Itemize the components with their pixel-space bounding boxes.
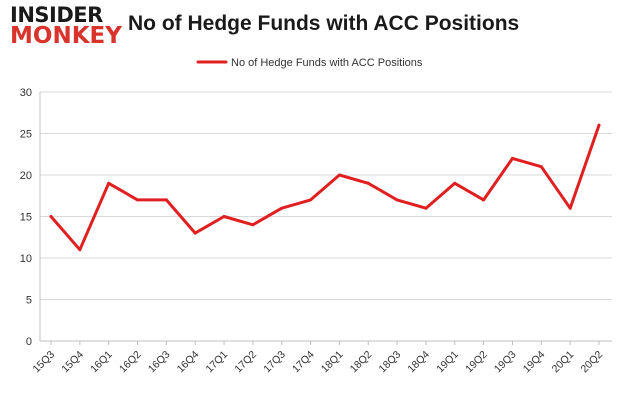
x-tick-label-16Q1: 16Q1 [88, 349, 115, 376]
x-tick-label-19Q2: 19Q2 [463, 349, 490, 376]
y-tick-label-5: 5 [26, 295, 32, 307]
x-tick-label-17Q3: 17Q3 [261, 349, 288, 376]
y-tick-label-25: 25 [20, 129, 32, 141]
data-point-16Q1 [107, 181, 111, 185]
axes [39, 92, 612, 345]
x-tick-label-18Q1: 18Q1 [319, 349, 346, 376]
x-tick-label-17Q1: 17Q1 [204, 349, 231, 376]
y-tick-labels: 0 5 10 15 20 25 30 [20, 87, 32, 348]
chart-title: No of Hedge Funds with ACC Positions [128, 12, 520, 35]
x-tick-label-16Q3: 16Q3 [146, 349, 173, 376]
data-point-16Q3 [164, 198, 168, 202]
y-tick-label-0: 0 [26, 336, 32, 348]
data-point-16Q2 [136, 198, 140, 202]
x-tick-label-17Q4: 17Q4 [290, 349, 317, 376]
data-point-19Q2 [482, 198, 486, 202]
x-tick-label-18Q4: 18Q4 [405, 349, 432, 376]
data-point-17Q1 [222, 215, 226, 218]
y-tick-label-15: 15 [20, 212, 32, 224]
x-tick-label-20Q2: 20Q2 [578, 349, 605, 376]
x-tick-label-19Q1: 19Q1 [434, 349, 461, 376]
logo-line-1: INSIDER [10, 3, 103, 27]
gridlines [40, 91, 612, 300]
x-tick-label-15Q3: 15Q3 [30, 349, 57, 376]
data-point-17Q3 [280, 206, 284, 210]
x-tick-labels: 15Q3 15Q4 16Q1 16Q2 16Q3 16Q4 17Q1 17Q2 17Q3 17Q4… [30, 349, 605, 376]
data-point-19Q3 [510, 156, 514, 160]
data-point-19Q4 [539, 165, 543, 169]
data-point-15Q3 [49, 215, 53, 218]
data-point-20Q1 [568, 206, 572, 210]
series-line-0 [49, 123, 601, 252]
data-point-17Q4 [309, 198, 313, 202]
x-tick-label-19Q4: 19Q4 [521, 349, 548, 376]
data-point-16Q4 [193, 231, 197, 235]
series-lines [49, 123, 601, 252]
data-point-17Q2 [251, 223, 255, 227]
y-tick-label-10: 10 [20, 253, 32, 265]
data-point-18Q3 [395, 198, 399, 202]
data-point-18Q2 [366, 181, 370, 185]
data-point-18Q1 [337, 173, 341, 177]
y-tick-label-30: 30 [20, 87, 32, 99]
data-point-19Q1 [453, 181, 457, 185]
legend-label: No of Hedge Funds with ACC Positions [231, 57, 423, 69]
logo-line-2: MONKEY [10, 23, 122, 49]
x-tick-label-16Q2: 16Q2 [117, 349, 144, 376]
x-tick-label-15Q4: 15Q4 [59, 349, 86, 376]
x-tick-label-19Q3: 19Q3 [492, 349, 519, 376]
data-point-20Q2 [597, 123, 601, 127]
x-tick-label-20Q1: 20Q1 [550, 349, 577, 376]
insider-monkey-logo: INSIDER MONKEY [10, 3, 122, 51]
x-tick-label-17Q2: 17Q2 [232, 349, 259, 376]
legend: No of Hedge Funds with ACC Positions [196, 57, 423, 69]
y-tick-label-20: 20 [20, 170, 32, 182]
x-tick-label-18Q3: 18Q3 [377, 349, 404, 376]
x-tick-label-16Q4: 16Q4 [175, 349, 202, 376]
x-tick-label-18Q2: 18Q2 [348, 349, 375, 376]
data-point-18Q4 [424, 206, 428, 210]
data-point-15Q4 [78, 248, 82, 252]
